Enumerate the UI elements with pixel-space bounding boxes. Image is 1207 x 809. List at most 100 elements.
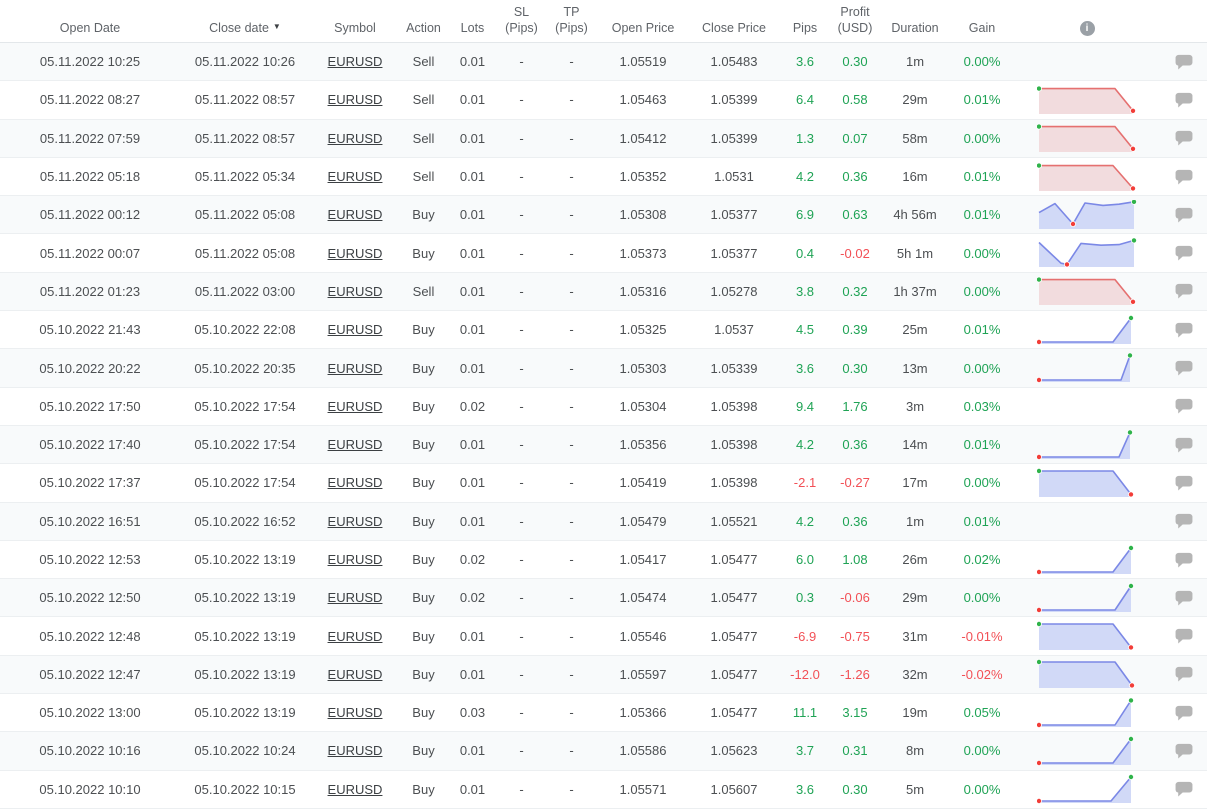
cell-action: Buy xyxy=(412,552,435,567)
cell-action: Buy xyxy=(412,245,435,261)
info-icon[interactable]: i xyxy=(1079,21,1095,36)
cell-action: Buy xyxy=(412,207,435,223)
min-point-dot xyxy=(1063,261,1070,268)
comment-button[interactable] xyxy=(1175,628,1193,644)
cell-action: Buy xyxy=(412,360,435,376)
column-header-action[interactable]: Action xyxy=(400,20,447,42)
symbol-link[interactable]: EURUSD xyxy=(327,666,383,682)
comment-button[interactable] xyxy=(1175,513,1193,529)
column-header-sl-pips[interactable]: SL (Pips) xyxy=(498,4,545,43)
cell-chart xyxy=(1037,621,1137,651)
comment-button[interactable] xyxy=(1175,54,1193,70)
symbol-link[interactable]: EURUSD xyxy=(327,322,383,338)
cell-lots: 0.01 xyxy=(459,743,486,759)
comment-button[interactable] xyxy=(1175,283,1193,299)
comment-button[interactable] xyxy=(1175,169,1193,185)
cell-pips: 3.8 xyxy=(795,283,815,299)
symbol-link[interactable]: EURUSD xyxy=(327,590,383,606)
cell-profit-usd: 3.15 xyxy=(842,705,868,721)
cell-chart xyxy=(1037,353,1137,384)
cell-close-price: 1.05377 xyxy=(710,207,758,223)
cell-duration: 14m xyxy=(902,437,928,453)
symbol-link[interactable]: EURUSD xyxy=(327,628,383,644)
comment-button[interactable] xyxy=(1175,590,1193,606)
column-header-lots[interactable]: Lots xyxy=(447,20,498,42)
comment-button[interactable] xyxy=(1175,705,1193,721)
cell-close-date: 05.10.2022 13:19 xyxy=(194,705,296,721)
cell-lots: 0.01 xyxy=(459,169,486,185)
cell-gain: 0.00% xyxy=(963,54,1001,70)
column-header-profit-usd[interactable]: Profit (USD) xyxy=(830,4,880,43)
comment-button[interactable] xyxy=(1175,781,1193,797)
cell-close-price: 1.05398 xyxy=(710,437,758,453)
cell-profit-usd: -1.26 xyxy=(840,666,870,682)
trade-row: 05.10.2022 12:47 05.10.2022 13:19 EURUSD Bu… xyxy=(0,655,1207,695)
comment-button[interactable] xyxy=(1175,92,1193,108)
cell-close-date: 05.11.2022 03:00 xyxy=(194,283,296,299)
cell-pips: 1.3 xyxy=(795,130,815,146)
symbol-link[interactable]: EURUSD xyxy=(327,245,383,261)
column-header-duration[interactable]: Duration xyxy=(880,20,950,42)
column-header-open-price[interactable]: Open Price xyxy=(598,20,688,42)
symbol-link[interactable]: EURUSD xyxy=(327,283,383,299)
column-header-tp-pips[interactable]: TP (Pips) xyxy=(545,4,598,43)
column-header-close-price[interactable]: Close Price xyxy=(688,20,780,42)
cell-open-date: 05.11.2022 00:12 xyxy=(39,207,141,223)
comment-button[interactable] xyxy=(1175,437,1193,453)
cell-open-date: 05.10.2022 17:50 xyxy=(39,398,141,414)
symbol-link[interactable]: EURUSD xyxy=(327,437,383,453)
comment-button[interactable] xyxy=(1175,360,1193,376)
cell-profit-usd: 0.07 xyxy=(842,130,868,146)
column-header-chart[interactable]: i xyxy=(1014,21,1160,42)
cell-sl-pips: - xyxy=(519,781,524,797)
symbol-link[interactable]: EURUSD xyxy=(327,207,383,223)
symbol-link[interactable]: EURUSD xyxy=(327,169,383,185)
comment-button[interactable] xyxy=(1175,475,1193,491)
column-header-gain[interactable]: Gain xyxy=(950,20,1014,42)
max-point-dot xyxy=(1128,544,1135,551)
cell-profit-usd: 0.58 xyxy=(842,92,868,108)
cell-tp-pips: - xyxy=(569,54,574,70)
comment-button[interactable] xyxy=(1175,245,1193,261)
trade-row: 05.11.2022 00:07 05.11.2022 05:08 EURUSD Bu… xyxy=(0,234,1207,273)
cell-sl-pips: - xyxy=(519,360,524,376)
symbol-link[interactable]: EURUSD xyxy=(327,398,383,414)
cell-open-price: 1.05366 xyxy=(619,705,667,721)
symbol-link[interactable]: EURUSD xyxy=(327,54,383,70)
cell-close-price: 1.05399 xyxy=(710,92,758,108)
cell-sl-pips: - xyxy=(519,92,524,108)
symbol-link[interactable]: EURUSD xyxy=(327,743,383,759)
column-header-open-date[interactable]: Open Date xyxy=(0,20,180,42)
symbol-link[interactable]: EURUSD xyxy=(327,360,383,376)
comment-button[interactable] xyxy=(1175,207,1193,223)
cell-chart xyxy=(1037,774,1137,805)
comment-button[interactable] xyxy=(1175,130,1193,146)
column-header-symbol[interactable]: Symbol xyxy=(310,20,400,42)
comment-icon xyxy=(1175,705,1192,721)
cell-symbol: EURUSD xyxy=(328,131,383,146)
cell-pips: 4.5 xyxy=(795,322,815,338)
cell-tp-pips: - xyxy=(569,283,574,299)
trade-row: 05.10.2022 12:48 05.10.2022 13:19 EURUSD Bu… xyxy=(0,617,1207,656)
comment-button[interactable] xyxy=(1175,552,1193,568)
symbol-link[interactable]: EURUSD xyxy=(327,705,383,721)
symbol-link[interactable]: EURUSD xyxy=(327,92,383,108)
cell-sl-pips: - xyxy=(519,283,524,299)
comment-button[interactable] xyxy=(1175,398,1193,414)
cell-open-date: 05.11.2022 05:18 xyxy=(39,169,141,185)
symbol-link[interactable]: EURUSD xyxy=(327,781,383,797)
column-header-close-date[interactable]: Close date ▼ xyxy=(180,20,310,42)
symbol-link[interactable]: EURUSD xyxy=(327,513,383,529)
trade-row: 05.10.2022 20:22 05.10.2022 20:35 EURUSD Bu… xyxy=(0,349,1207,388)
cell-lots: 0.01 xyxy=(459,92,486,108)
cell-tp-pips: - xyxy=(569,92,574,108)
column-label: Open Price xyxy=(611,20,675,35)
column-header-pips[interactable]: Pips xyxy=(780,20,830,42)
cell-open-price: 1.05546 xyxy=(619,628,667,644)
comment-button[interactable] xyxy=(1175,666,1193,682)
comment-button[interactable] xyxy=(1175,322,1193,338)
symbol-link[interactable]: EURUSD xyxy=(327,475,383,491)
comment-button[interactable] xyxy=(1175,743,1193,759)
symbol-link[interactable]: EURUSD xyxy=(327,552,383,567)
symbol-link[interactable]: EURUSD xyxy=(327,130,383,146)
